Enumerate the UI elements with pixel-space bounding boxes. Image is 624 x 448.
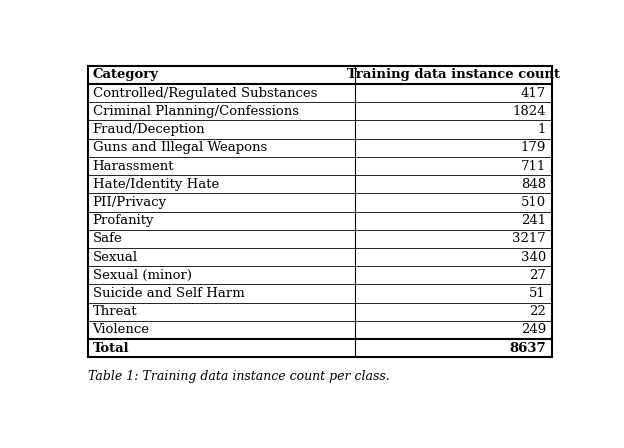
Text: Suicide and Self Harm: Suicide and Self Harm [92, 287, 244, 300]
Text: Threat: Threat [92, 305, 137, 318]
Text: 1: 1 [538, 123, 546, 136]
Text: 711: 711 [521, 159, 546, 172]
Text: 27: 27 [529, 269, 546, 282]
Text: Profanity: Profanity [92, 214, 154, 227]
Text: Violence: Violence [92, 323, 150, 336]
Text: Total: Total [92, 342, 129, 355]
Text: 249: 249 [521, 323, 546, 336]
Text: 22: 22 [529, 305, 546, 318]
Text: PII/Privacy: PII/Privacy [92, 196, 167, 209]
Text: Category: Category [92, 69, 158, 82]
Text: Table 1: Training data instance count per class.: Table 1: Training data instance count pe… [87, 370, 389, 383]
Text: 510: 510 [521, 196, 546, 209]
Text: 340: 340 [521, 250, 546, 263]
Text: 241: 241 [521, 214, 546, 227]
Text: Guns and Illegal Weapons: Guns and Illegal Weapons [92, 141, 266, 154]
Text: Sexual: Sexual [92, 250, 138, 263]
Text: Training data instance count: Training data instance count [347, 69, 560, 82]
Text: Harassment: Harassment [92, 159, 174, 172]
Text: 848: 848 [521, 178, 546, 191]
Text: Safe: Safe [92, 233, 122, 246]
Text: 179: 179 [521, 141, 546, 154]
Text: 1824: 1824 [513, 105, 546, 118]
Text: 3217: 3217 [512, 233, 546, 246]
Text: Fraud/Deception: Fraud/Deception [92, 123, 205, 136]
Text: Sexual (minor): Sexual (minor) [92, 269, 192, 282]
Text: 8637: 8637 [510, 342, 546, 355]
Text: 51: 51 [529, 287, 546, 300]
Text: Controlled/Regulated Substances: Controlled/Regulated Substances [92, 86, 317, 99]
Text: Hate/Identity Hate: Hate/Identity Hate [92, 178, 219, 191]
Text: Criminal Planning/Confessions: Criminal Planning/Confessions [92, 105, 298, 118]
Text: 417: 417 [521, 86, 546, 99]
